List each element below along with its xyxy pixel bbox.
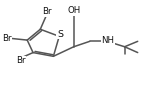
- Text: OH: OH: [68, 6, 81, 15]
- Text: Br: Br: [2, 34, 12, 42]
- Text: S: S: [57, 30, 63, 39]
- Text: Br: Br: [42, 7, 52, 16]
- Text: NH: NH: [101, 36, 114, 45]
- Text: Br: Br: [16, 56, 26, 65]
